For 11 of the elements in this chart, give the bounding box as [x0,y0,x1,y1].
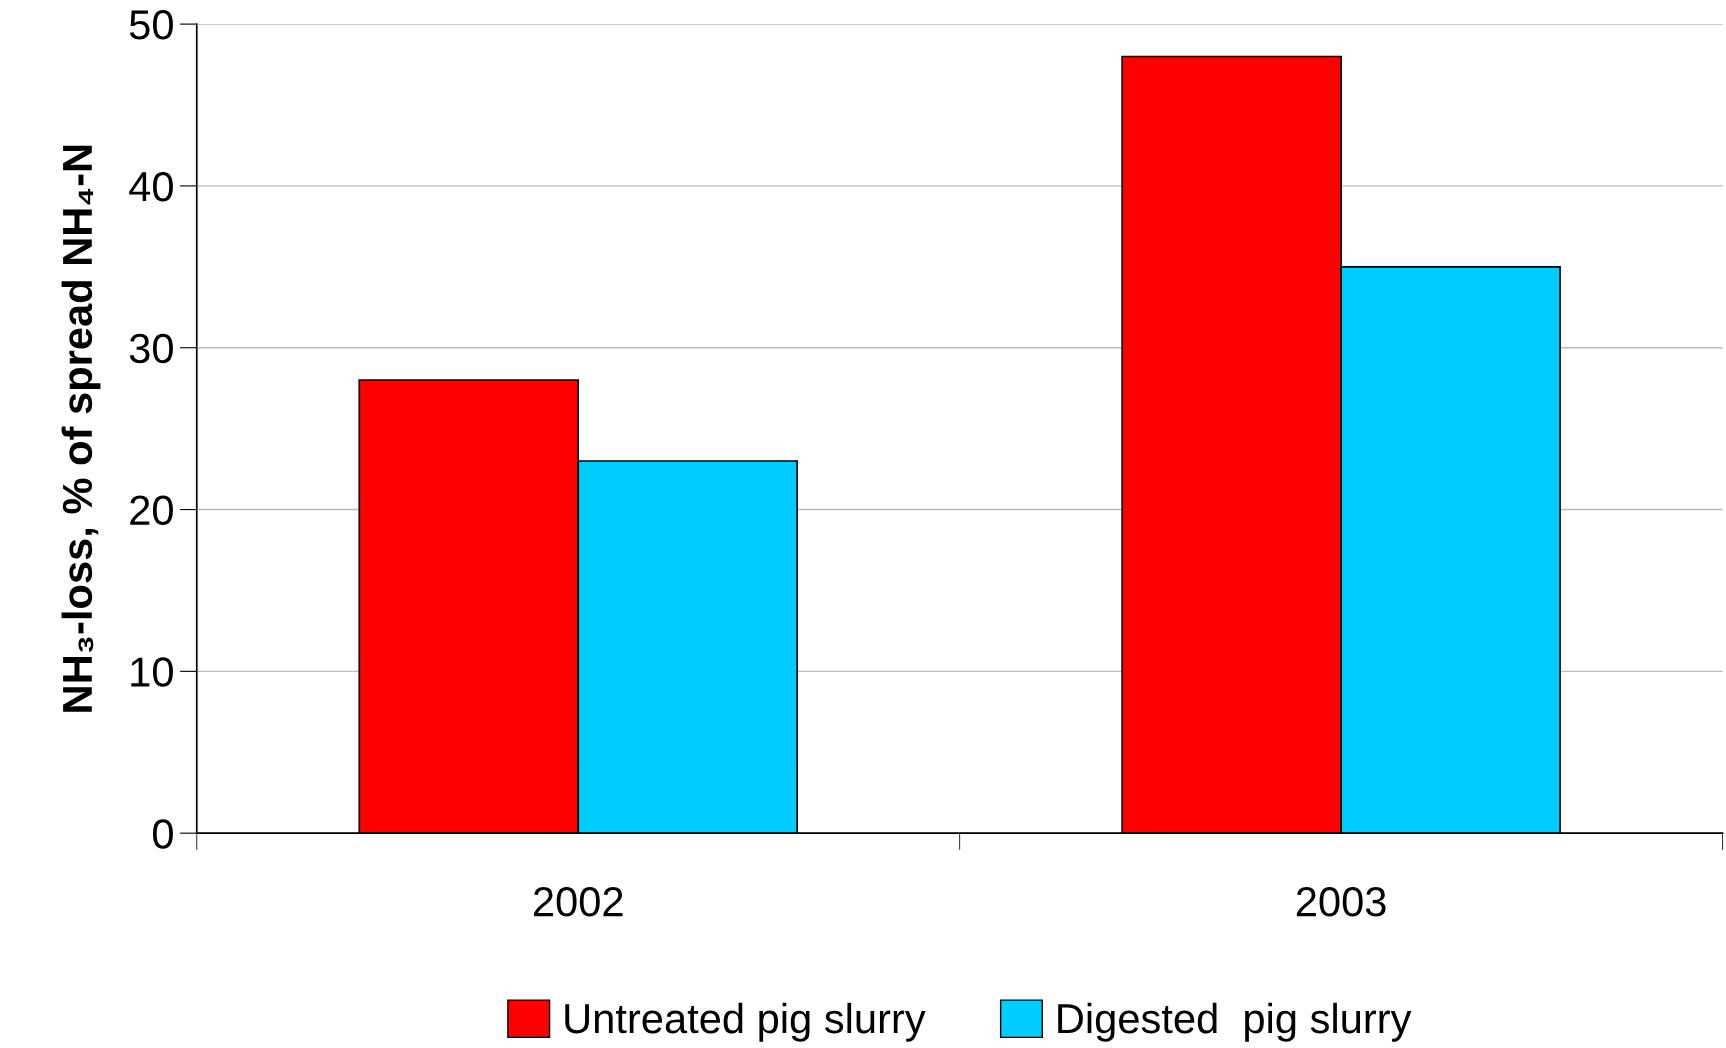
y-axis-title: NH₃-loss, % of spread NH₄-N [61,145,101,712]
y-tick-label: 50 [129,10,173,40]
legend-label: Untreated pig slurry [565,1002,926,1042]
y-tick-label: 20 [130,495,173,526]
legend-label: Digested pig slurry [1058,1002,1412,1042]
x-tick-label: 2003 [1296,887,1386,917]
y-tick-label: 10 [131,657,173,687]
y-tick-label: 40 [129,171,173,202]
y-tick-label: 30 [129,333,173,364]
x-tick-label: 2002 [533,887,623,917]
y-tick-label: 0 [153,819,173,849]
